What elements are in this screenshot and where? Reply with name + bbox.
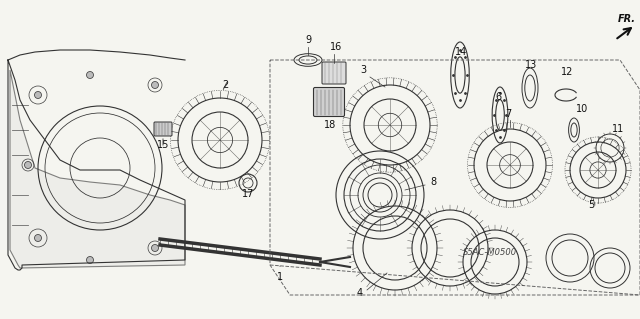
Polygon shape <box>10 70 185 268</box>
Circle shape <box>86 71 93 78</box>
Circle shape <box>86 256 93 263</box>
Text: 3: 3 <box>360 65 366 75</box>
Text: 16: 16 <box>330 42 342 52</box>
Circle shape <box>35 234 42 241</box>
Text: 17: 17 <box>242 189 254 199</box>
Circle shape <box>152 244 159 251</box>
Text: FR.: FR. <box>618 14 636 24</box>
FancyBboxPatch shape <box>154 122 172 136</box>
FancyBboxPatch shape <box>314 87 344 116</box>
Text: 18: 18 <box>324 120 336 130</box>
Circle shape <box>152 81 159 88</box>
Text: 15: 15 <box>157 140 169 150</box>
FancyBboxPatch shape <box>322 62 346 84</box>
Text: 13: 13 <box>525 60 537 70</box>
Text: 8: 8 <box>430 177 436 187</box>
Text: 5: 5 <box>588 200 595 210</box>
Text: 10: 10 <box>576 104 588 114</box>
Circle shape <box>35 92 42 99</box>
Text: S5AC-M0500: S5AC-M0500 <box>463 248 517 257</box>
Text: 4: 4 <box>357 288 363 298</box>
Text: 6: 6 <box>495 92 501 102</box>
Text: 12: 12 <box>561 67 573 77</box>
Text: 7: 7 <box>505 109 511 119</box>
Text: 11: 11 <box>612 124 624 134</box>
Text: 1: 1 <box>277 266 283 282</box>
Text: 9: 9 <box>305 35 311 45</box>
Text: 14: 14 <box>455 47 467 57</box>
Circle shape <box>24 161 31 168</box>
Text: 2: 2 <box>222 80 228 90</box>
